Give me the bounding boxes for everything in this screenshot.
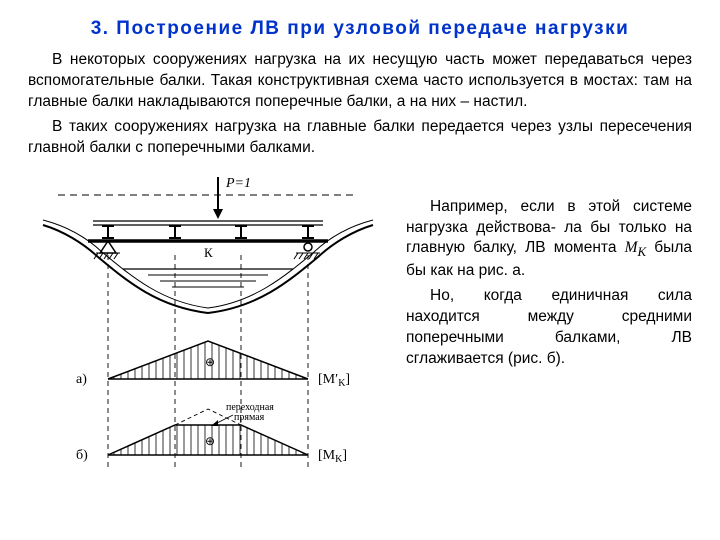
svg-text:б): б)	[76, 448, 88, 463]
paragraph-4: Но, когда единичная сила находится между…	[406, 286, 692, 370]
section-title: 3. Построение ЛВ при узловой передаче на…	[28, 18, 692, 40]
svg-text:а): а)	[76, 372, 87, 387]
bridge-diagram: P=1К⊕а)[M′K]⊕б)[MK]переходнаяпрямая	[28, 167, 388, 487]
right-text-column: Например, если в этой системе нагрузка д…	[406, 167, 692, 487]
svg-text:[M′K]: [M′K]	[318, 372, 350, 389]
svg-text:К: К	[204, 245, 213, 260]
svg-text:⊕: ⊕	[205, 355, 215, 369]
svg-text:прямая: прямая	[234, 412, 265, 423]
paragraph-1: В некоторых сооружениях нагрузка на их н…	[28, 50, 692, 113]
svg-text:P=1: P=1	[225, 176, 251, 191]
paragraph-3: Например, если в этой системе нагрузка д…	[406, 197, 692, 282]
figure-column: P=1К⊕а)[M′K]⊕б)[MK]переходнаяпрямая	[28, 167, 388, 487]
svg-text:⊕: ⊕	[205, 434, 215, 448]
svg-text:[MK]: [MK]	[318, 448, 347, 465]
paragraph-2: В таких сооружениях нагрузка на главные …	[28, 117, 692, 159]
